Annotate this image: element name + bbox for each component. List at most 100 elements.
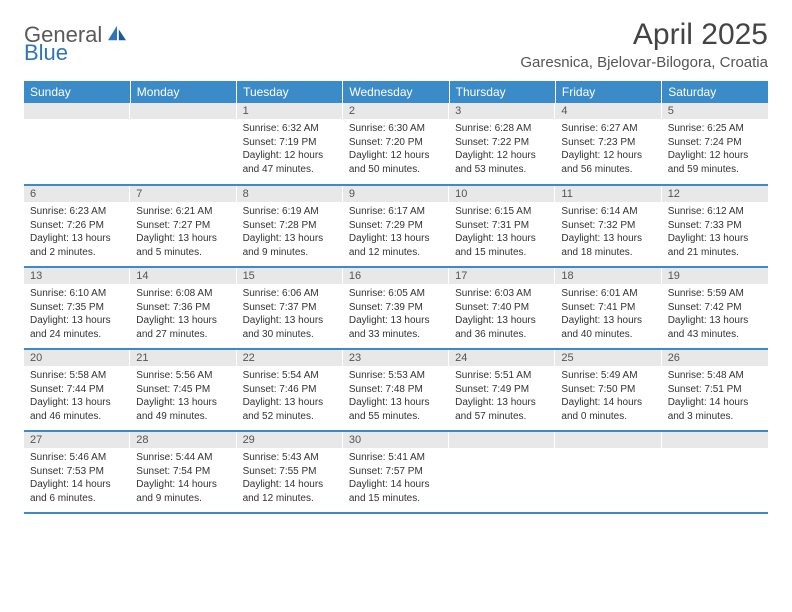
day-details: Sunrise: 5:43 AMSunset: 7:55 PMDaylight:…	[237, 448, 343, 509]
day-number-bar: 25	[555, 350, 661, 366]
day-number-bar: 8	[237, 186, 343, 202]
calendar-cell: 26Sunrise: 5:48 AMSunset: 7:51 PMDayligh…	[662, 349, 768, 431]
day-details: Sunrise: 5:59 AMSunset: 7:42 PMDaylight:…	[662, 284, 768, 345]
daylight-line: Daylight: 13 hours and 2 minutes.	[30, 232, 124, 259]
day-details	[555, 448, 661, 498]
calendar-cell: 20Sunrise: 5:58 AMSunset: 7:44 PMDayligh…	[24, 349, 130, 431]
daylight-line: Daylight: 13 hours and 33 minutes.	[349, 314, 443, 341]
day-details: Sunrise: 5:56 AMSunset: 7:45 PMDaylight:…	[130, 366, 236, 427]
day-details: Sunrise: 5:54 AMSunset: 7:46 PMDaylight:…	[237, 366, 343, 427]
daylight-line: Daylight: 13 hours and 18 minutes.	[561, 232, 655, 259]
day-number-bar: 3	[449, 103, 555, 119]
calendar-cell: 15Sunrise: 6:06 AMSunset: 7:37 PMDayligh…	[237, 267, 343, 349]
weekday-header: Saturday	[662, 81, 768, 103]
daylight-line: Daylight: 13 hours and 24 minutes.	[30, 314, 124, 341]
calendar-cell	[24, 103, 130, 185]
calendar-page: General April 2025 Garesnica, Bjelovar-B…	[0, 0, 792, 532]
weekday-header: Wednesday	[343, 81, 449, 103]
daylight-line: Daylight: 14 hours and 3 minutes.	[668, 396, 762, 423]
sunrise-line: Sunrise: 6:15 AM	[455, 205, 549, 219]
day-number-bar: 29	[237, 432, 343, 448]
day-details: Sunrise: 5:51 AMSunset: 7:49 PMDaylight:…	[449, 366, 555, 427]
sunrise-line: Sunrise: 6:14 AM	[561, 205, 655, 219]
calendar-cell: 11Sunrise: 6:14 AMSunset: 7:32 PMDayligh…	[555, 185, 661, 267]
sunset-line: Sunset: 7:45 PM	[136, 383, 230, 397]
day-details: Sunrise: 6:12 AMSunset: 7:33 PMDaylight:…	[662, 202, 768, 263]
day-details: Sunrise: 6:10 AMSunset: 7:35 PMDaylight:…	[24, 284, 130, 345]
calendar-cell	[662, 431, 768, 513]
sunset-line: Sunset: 7:40 PM	[455, 301, 549, 315]
calendar-cell: 5Sunrise: 6:25 AMSunset: 7:24 PMDaylight…	[662, 103, 768, 185]
title-block: April 2025 Garesnica, Bjelovar-Bilogora,…	[520, 18, 768, 71]
day-number-bar: 5	[662, 103, 768, 119]
day-number-bar: 10	[449, 186, 555, 202]
day-number-bar: 22	[237, 350, 343, 366]
sunset-line: Sunset: 7:55 PM	[243, 465, 337, 479]
day-details: Sunrise: 6:25 AMSunset: 7:24 PMDaylight:…	[662, 119, 768, 180]
daylight-line: Daylight: 13 hours and 52 minutes.	[243, 396, 337, 423]
sunrise-line: Sunrise: 6:32 AM	[243, 122, 337, 136]
day-number-bar	[662, 432, 768, 448]
sunrise-line: Sunrise: 6:06 AM	[243, 287, 337, 301]
sunset-line: Sunset: 7:27 PM	[136, 219, 230, 233]
calendar-row: 6Sunrise: 6:23 AMSunset: 7:26 PMDaylight…	[24, 185, 768, 267]
sunset-line: Sunset: 7:57 PM	[349, 465, 443, 479]
sunset-line: Sunset: 7:44 PM	[30, 383, 124, 397]
logo-sail-icon	[106, 24, 128, 42]
day-details: Sunrise: 6:03 AMSunset: 7:40 PMDaylight:…	[449, 284, 555, 345]
sunset-line: Sunset: 7:49 PM	[455, 383, 549, 397]
daylight-line: Daylight: 12 hours and 50 minutes.	[349, 149, 443, 176]
sunrise-line: Sunrise: 5:53 AM	[349, 369, 443, 383]
sunrise-line: Sunrise: 6:30 AM	[349, 122, 443, 136]
sunrise-line: Sunrise: 6:08 AM	[136, 287, 230, 301]
sunrise-line: Sunrise: 5:51 AM	[455, 369, 549, 383]
day-details	[662, 448, 768, 498]
day-details: Sunrise: 6:17 AMSunset: 7:29 PMDaylight:…	[343, 202, 449, 263]
day-details: Sunrise: 6:14 AMSunset: 7:32 PMDaylight:…	[555, 202, 661, 263]
daylight-line: Daylight: 13 hours and 9 minutes.	[243, 232, 337, 259]
logo-line2: Blue	[24, 42, 68, 65]
sunrise-line: Sunrise: 6:23 AM	[30, 205, 124, 219]
calendar-cell: 14Sunrise: 6:08 AMSunset: 7:36 PMDayligh…	[130, 267, 236, 349]
sunset-line: Sunset: 7:35 PM	[30, 301, 124, 315]
daylight-line: Daylight: 13 hours and 36 minutes.	[455, 314, 549, 341]
sunrise-line: Sunrise: 6:19 AM	[243, 205, 337, 219]
daylight-line: Daylight: 13 hours and 12 minutes.	[349, 232, 443, 259]
sunset-line: Sunset: 7:20 PM	[349, 136, 443, 150]
weekday-header: Friday	[555, 81, 661, 103]
sunrise-line: Sunrise: 5:48 AM	[668, 369, 762, 383]
weekday-header: Sunday	[24, 81, 130, 103]
day-details: Sunrise: 6:05 AMSunset: 7:39 PMDaylight:…	[343, 284, 449, 345]
calendar-cell: 28Sunrise: 5:44 AMSunset: 7:54 PMDayligh…	[130, 431, 236, 513]
day-details	[449, 448, 555, 498]
daylight-line: Daylight: 12 hours and 59 minutes.	[668, 149, 762, 176]
daylight-line: Daylight: 13 hours and 5 minutes.	[136, 232, 230, 259]
day-number-bar: 26	[662, 350, 768, 366]
sunrise-line: Sunrise: 5:46 AM	[30, 451, 124, 465]
sunrise-line: Sunrise: 6:21 AM	[136, 205, 230, 219]
day-details: Sunrise: 6:08 AMSunset: 7:36 PMDaylight:…	[130, 284, 236, 345]
day-number-bar	[130, 103, 236, 119]
sunset-line: Sunset: 7:29 PM	[349, 219, 443, 233]
daylight-line: Daylight: 13 hours and 27 minutes.	[136, 314, 230, 341]
calendar-cell: 27Sunrise: 5:46 AMSunset: 7:53 PMDayligh…	[24, 431, 130, 513]
calendar-cell: 4Sunrise: 6:27 AMSunset: 7:23 PMDaylight…	[555, 103, 661, 185]
calendar-cell: 2Sunrise: 6:30 AMSunset: 7:20 PMDaylight…	[343, 103, 449, 185]
weekday-header: Tuesday	[237, 81, 343, 103]
sunrise-line: Sunrise: 6:12 AM	[668, 205, 762, 219]
day-details	[24, 119, 130, 169]
sunset-line: Sunset: 7:22 PM	[455, 136, 549, 150]
sunset-line: Sunset: 7:33 PM	[668, 219, 762, 233]
calendar-cell: 24Sunrise: 5:51 AMSunset: 7:49 PMDayligh…	[449, 349, 555, 431]
day-number-bar: 14	[130, 268, 236, 284]
day-details: Sunrise: 5:58 AMSunset: 7:44 PMDaylight:…	[24, 366, 130, 427]
day-details: Sunrise: 6:23 AMSunset: 7:26 PMDaylight:…	[24, 202, 130, 263]
day-number-bar: 4	[555, 103, 661, 119]
day-details: Sunrise: 6:19 AMSunset: 7:28 PMDaylight:…	[237, 202, 343, 263]
calendar-cell: 9Sunrise: 6:17 AMSunset: 7:29 PMDaylight…	[343, 185, 449, 267]
day-number-bar	[555, 432, 661, 448]
day-details: Sunrise: 6:30 AMSunset: 7:20 PMDaylight:…	[343, 119, 449, 180]
calendar-body: 1Sunrise: 6:32 AMSunset: 7:19 PMDaylight…	[24, 103, 768, 513]
calendar-cell: 21Sunrise: 5:56 AMSunset: 7:45 PMDayligh…	[130, 349, 236, 431]
day-number-bar: 2	[343, 103, 449, 119]
